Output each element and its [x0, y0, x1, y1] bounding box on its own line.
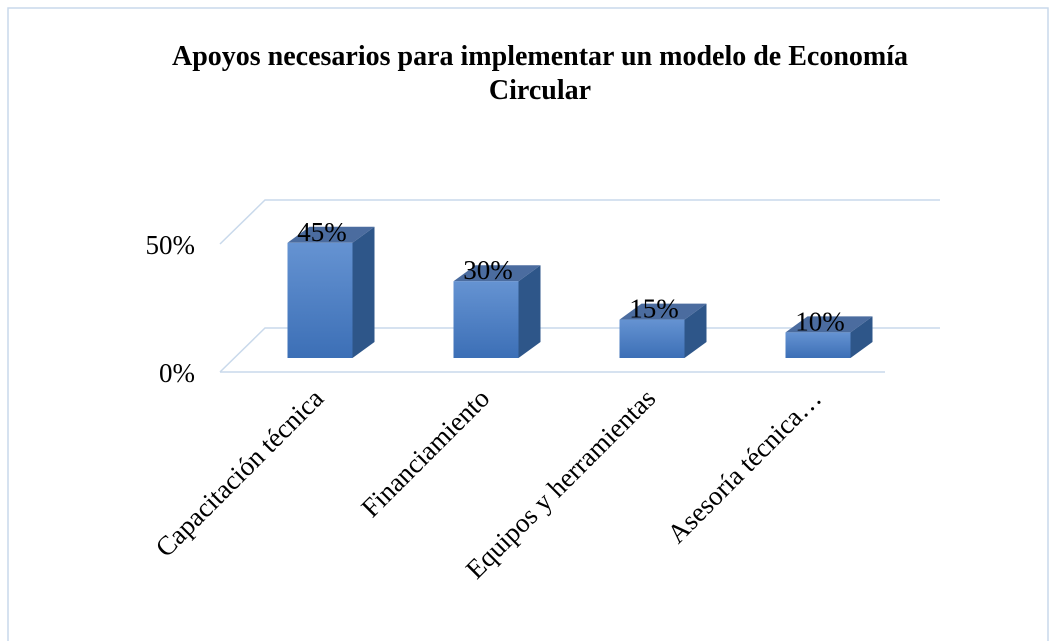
x-tick-label: Capacitación técnica — [150, 383, 330, 563]
x-tick-label: Equipos y herramientas — [460, 383, 661, 584]
bar-side — [518, 265, 541, 358]
y-tick-label: 50% — [146, 230, 196, 260]
bar-side — [684, 303, 707, 358]
bar-front — [785, 332, 851, 358]
bar-side — [850, 316, 873, 358]
bar-top — [619, 303, 707, 320]
value-label: 10% — [795, 306, 845, 336]
value-label: 30% — [463, 255, 513, 285]
bar-side — [352, 226, 375, 358]
value-label: 45% — [297, 217, 347, 247]
chart-border — [7, 7, 1049, 641]
bar — [287, 226, 375, 358]
value-label: 15% — [629, 294, 679, 324]
bar-top — [453, 265, 541, 282]
bar-top — [287, 226, 375, 243]
chart-title: Apoyos necesarios para implementar un mo… — [171, 41, 909, 106]
bar-top — [785, 316, 873, 333]
bar — [453, 265, 541, 358]
bar — [619, 303, 707, 358]
bar-front — [287, 242, 353, 358]
grid-line — [219, 327, 940, 373]
x-tick-label: Financiamiento — [355, 383, 495, 523]
bar-front — [619, 319, 685, 358]
bar-front — [453, 281, 519, 358]
x-tick-label: Asesoría técnica… — [661, 383, 827, 549]
grid-line — [219, 199, 940, 245]
y-tick-label: 0% — [159, 358, 195, 388]
bar — [785, 316, 873, 358]
